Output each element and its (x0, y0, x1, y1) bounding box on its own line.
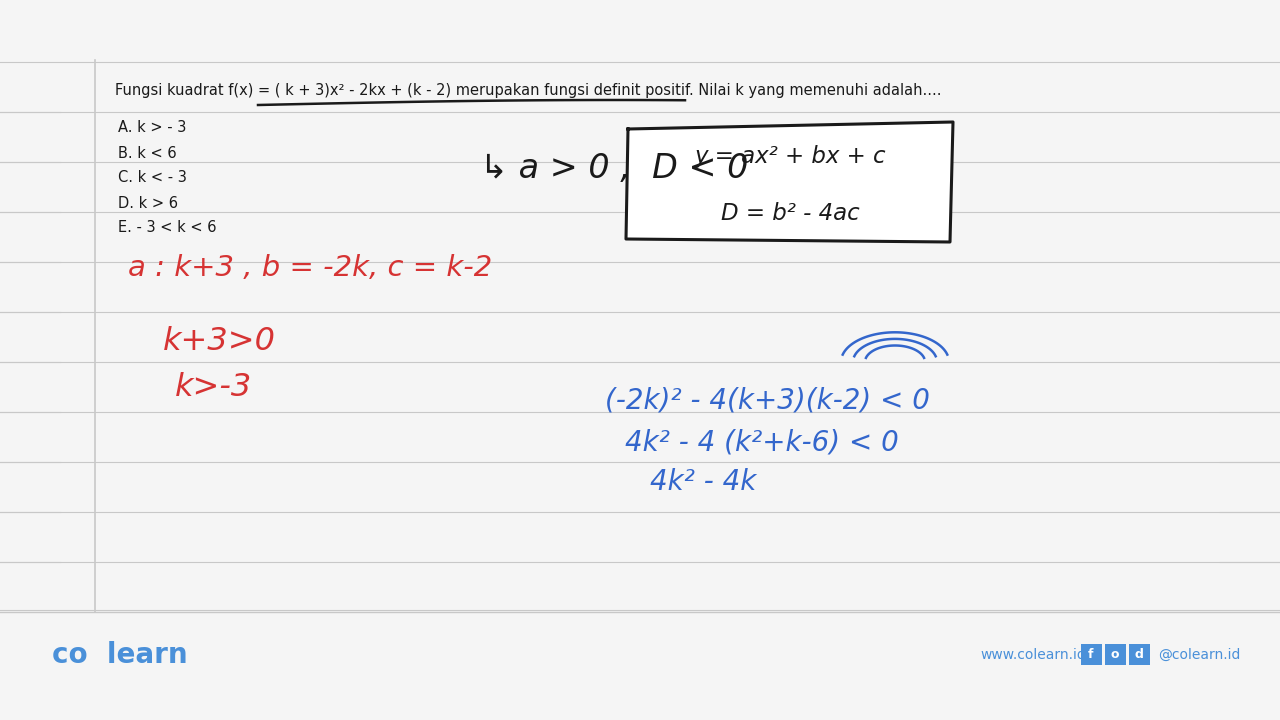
Text: @colearn.id: @colearn.id (1158, 648, 1240, 662)
Text: ↳ a > 0 ,  D < 0: ↳ a > 0 , D < 0 (480, 151, 749, 184)
Text: o: o (1111, 649, 1119, 662)
Text: www.colearn.id: www.colearn.id (980, 648, 1085, 662)
FancyBboxPatch shape (1105, 644, 1126, 665)
Text: a : k+3 , b = -2k, c = k-2: a : k+3 , b = -2k, c = k-2 (128, 254, 493, 282)
Text: C. k < - 3: C. k < - 3 (118, 171, 187, 186)
Text: y = ax² + bx + c: y = ax² + bx + c (694, 145, 886, 168)
Text: k+3>0: k+3>0 (163, 326, 276, 358)
Text: (-2k)² - 4(k+3)(k-2) < 0: (-2k)² - 4(k+3)(k-2) < 0 (605, 386, 929, 414)
Text: D = b² - 4ac: D = b² - 4ac (721, 202, 859, 225)
FancyBboxPatch shape (1129, 644, 1149, 665)
Text: B. k < 6: B. k < 6 (118, 145, 177, 161)
Text: co  learn: co learn (52, 641, 188, 669)
Text: Fungsi kuadrat f(x) = ( k + 3)x² - 2kx + (k - 2) merupakan fungsi definit positi: Fungsi kuadrat f(x) = ( k + 3)x² - 2kx +… (115, 83, 942, 97)
Text: E. - 3 < k < 6: E. - 3 < k < 6 (118, 220, 216, 235)
Text: 4k² - 4k: 4k² - 4k (650, 468, 756, 496)
Text: 4k² - 4 (k²+k-6) < 0: 4k² - 4 (k²+k-6) < 0 (625, 428, 899, 456)
Text: A. k > - 3: A. k > - 3 (118, 120, 187, 135)
Text: d: d (1134, 649, 1143, 662)
Polygon shape (626, 122, 954, 242)
Text: D. k > 6: D. k > 6 (118, 196, 178, 210)
FancyBboxPatch shape (1082, 644, 1102, 665)
Text: f: f (1088, 649, 1093, 662)
Text: k>-3: k>-3 (175, 372, 252, 403)
